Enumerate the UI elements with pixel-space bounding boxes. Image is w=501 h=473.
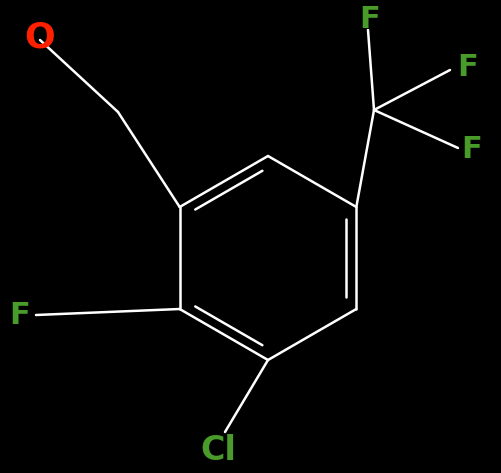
Text: O: O <box>25 21 56 55</box>
Text: F: F <box>457 53 478 82</box>
Text: F: F <box>461 135 482 165</box>
Text: F: F <box>360 6 380 35</box>
Text: F: F <box>10 301 31 331</box>
Text: Cl: Cl <box>200 433 236 466</box>
